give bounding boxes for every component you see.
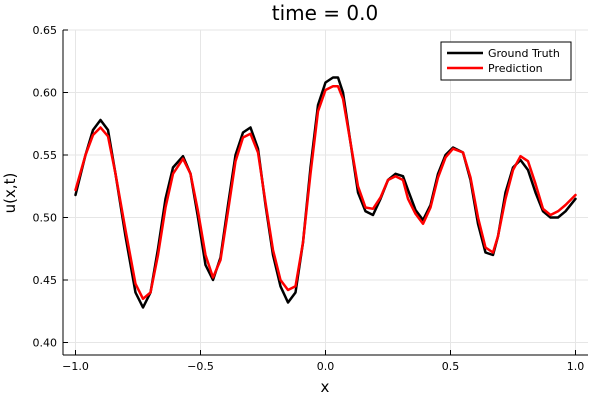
y-ticks: 0.40 0.45 0.50 0.55 0.60 0.65 bbox=[33, 24, 68, 350]
series-layer bbox=[74, 76, 577, 309]
y-tick-label: 0.65 bbox=[33, 24, 58, 37]
x-axis-label: x bbox=[321, 378, 330, 396]
y-tick-label: 0.60 bbox=[33, 87, 58, 100]
y-tick-label: 0.55 bbox=[33, 149, 58, 162]
x-tick-label: −1.0 bbox=[62, 360, 89, 373]
series-line-prediction bbox=[74, 85, 577, 301]
x-tick-label: 1.0 bbox=[567, 360, 585, 373]
y-tick-label: 0.40 bbox=[33, 337, 58, 350]
legend-label-ground-truth: Ground Truth bbox=[488, 47, 560, 60]
x-tick-label: −0.5 bbox=[187, 360, 214, 373]
legend: Ground Truth Prediction bbox=[440, 41, 572, 81]
y-axis-label: u(x,t) bbox=[1, 173, 19, 214]
series-line-ground-truth bbox=[74, 76, 577, 309]
legend-box bbox=[440, 41, 572, 81]
legend-label-prediction: Prediction bbox=[488, 62, 543, 75]
x-tick-label: 0.5 bbox=[442, 360, 460, 373]
y-tick-label: 0.50 bbox=[33, 212, 58, 225]
x-tick-label: 0.0 bbox=[317, 360, 335, 373]
chart-title: time = 0.0 bbox=[272, 1, 378, 25]
y-tick-label: 0.45 bbox=[33, 274, 58, 287]
x-ticks: −1.0 −0.5 0.0 0.5 1.0 bbox=[62, 350, 584, 373]
